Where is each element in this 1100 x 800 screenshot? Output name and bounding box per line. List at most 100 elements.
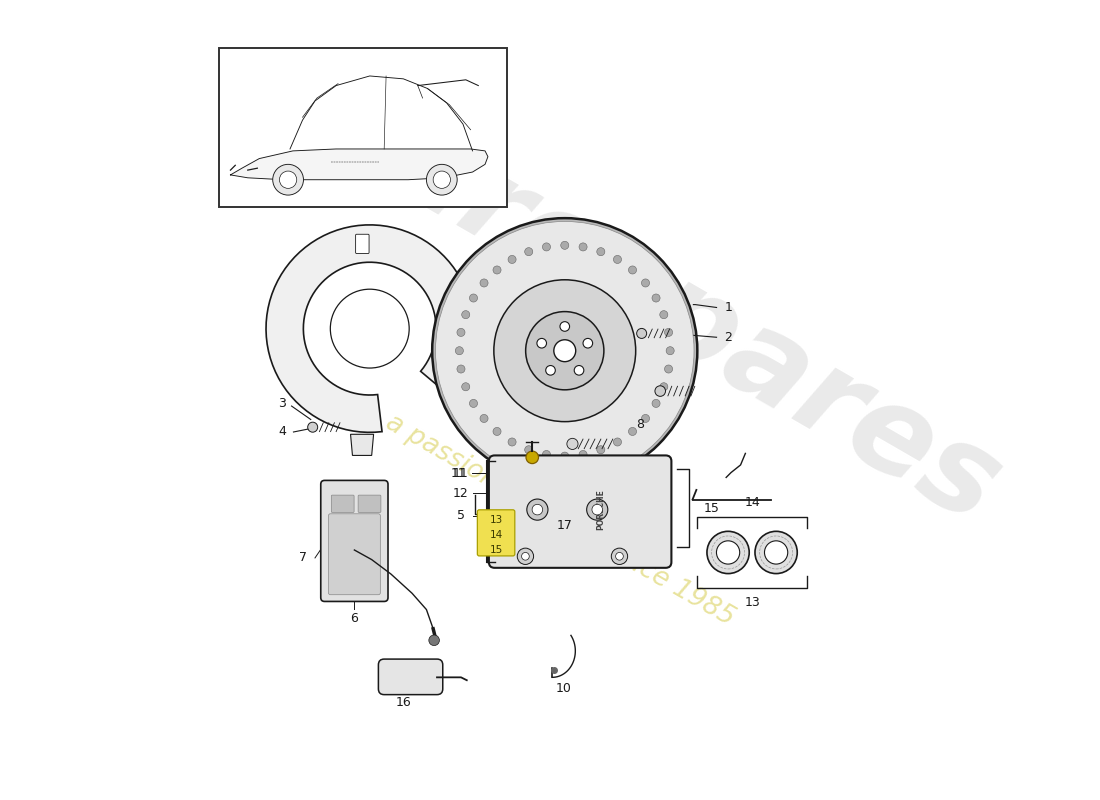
FancyBboxPatch shape [355, 234, 370, 254]
Circle shape [660, 382, 668, 390]
Circle shape [664, 365, 672, 373]
Text: a passion for parts since 1985: a passion for parts since 1985 [381, 410, 739, 632]
Text: 14: 14 [490, 530, 503, 540]
Text: 17: 17 [557, 519, 573, 532]
Circle shape [660, 310, 668, 318]
Circle shape [579, 450, 587, 458]
Text: 6: 6 [351, 612, 359, 626]
Text: 12: 12 [453, 487, 469, 500]
Circle shape [755, 531, 797, 574]
Circle shape [612, 548, 628, 565]
Circle shape [308, 422, 318, 432]
Circle shape [553, 340, 575, 362]
Circle shape [526, 451, 539, 463]
Circle shape [616, 553, 624, 560]
Circle shape [560, 322, 570, 331]
Circle shape [521, 553, 529, 560]
FancyBboxPatch shape [331, 495, 354, 513]
Text: 13: 13 [745, 596, 760, 609]
Text: 15: 15 [490, 545, 503, 555]
FancyBboxPatch shape [477, 510, 515, 556]
FancyBboxPatch shape [329, 514, 381, 594]
Circle shape [641, 279, 649, 287]
Circle shape [526, 312, 604, 390]
Circle shape [517, 548, 534, 565]
Circle shape [614, 438, 622, 446]
Circle shape [436, 222, 694, 480]
Text: 14: 14 [745, 496, 760, 509]
Circle shape [508, 255, 516, 263]
Circle shape [462, 310, 470, 318]
Text: 1: 1 [724, 301, 733, 314]
Circle shape [427, 164, 458, 195]
Circle shape [470, 399, 477, 407]
Text: eurospares: eurospares [293, 61, 1020, 549]
Polygon shape [266, 225, 473, 432]
Text: 11: 11 [453, 466, 469, 480]
Circle shape [525, 248, 532, 256]
Text: 16: 16 [396, 696, 411, 709]
Circle shape [480, 414, 488, 422]
FancyBboxPatch shape [378, 659, 443, 694]
Circle shape [273, 164, 304, 195]
Circle shape [493, 266, 502, 274]
Circle shape [493, 427, 502, 435]
Circle shape [614, 255, 622, 263]
Circle shape [433, 171, 450, 188]
Circle shape [455, 346, 463, 354]
Circle shape [664, 328, 672, 337]
Text: 8: 8 [636, 418, 644, 431]
Circle shape [707, 531, 749, 574]
Circle shape [566, 438, 578, 450]
Circle shape [527, 499, 548, 520]
Circle shape [456, 328, 465, 337]
Text: 4: 4 [278, 426, 286, 438]
Circle shape [652, 294, 660, 302]
Circle shape [432, 218, 697, 483]
Circle shape [592, 504, 603, 515]
Circle shape [330, 289, 409, 368]
Text: PORSCHE: PORSCHE [596, 489, 605, 530]
Circle shape [667, 346, 674, 354]
FancyBboxPatch shape [321, 481, 388, 602]
Circle shape [597, 248, 605, 256]
Circle shape [628, 427, 637, 435]
Circle shape [764, 541, 788, 564]
Text: 10: 10 [556, 682, 572, 695]
Text: 13: 13 [490, 515, 503, 526]
Circle shape [546, 366, 556, 375]
Polygon shape [231, 149, 488, 180]
Text: 7: 7 [299, 551, 308, 565]
Circle shape [579, 243, 587, 251]
Circle shape [597, 446, 605, 454]
Text: 11: 11 [450, 466, 466, 480]
Circle shape [716, 541, 739, 564]
Circle shape [480, 279, 488, 287]
Circle shape [462, 382, 470, 390]
Circle shape [641, 414, 649, 422]
Text: 15: 15 [704, 502, 719, 514]
Polygon shape [351, 434, 374, 455]
Bar [219, 48, 507, 206]
Circle shape [494, 280, 636, 422]
Circle shape [542, 243, 550, 251]
Circle shape [508, 438, 516, 446]
Circle shape [279, 171, 297, 188]
Circle shape [654, 386, 666, 396]
Circle shape [561, 452, 569, 460]
Circle shape [537, 338, 547, 348]
Circle shape [561, 242, 569, 250]
Circle shape [628, 266, 637, 274]
Text: 2: 2 [724, 330, 733, 344]
Circle shape [429, 635, 439, 646]
Circle shape [583, 338, 593, 348]
Circle shape [525, 446, 532, 454]
Circle shape [456, 365, 465, 373]
Text: 5: 5 [456, 509, 465, 522]
Circle shape [542, 450, 550, 458]
Text: 3: 3 [278, 397, 286, 410]
Circle shape [470, 294, 477, 302]
Circle shape [652, 399, 660, 407]
Circle shape [574, 366, 584, 375]
Circle shape [532, 504, 542, 515]
